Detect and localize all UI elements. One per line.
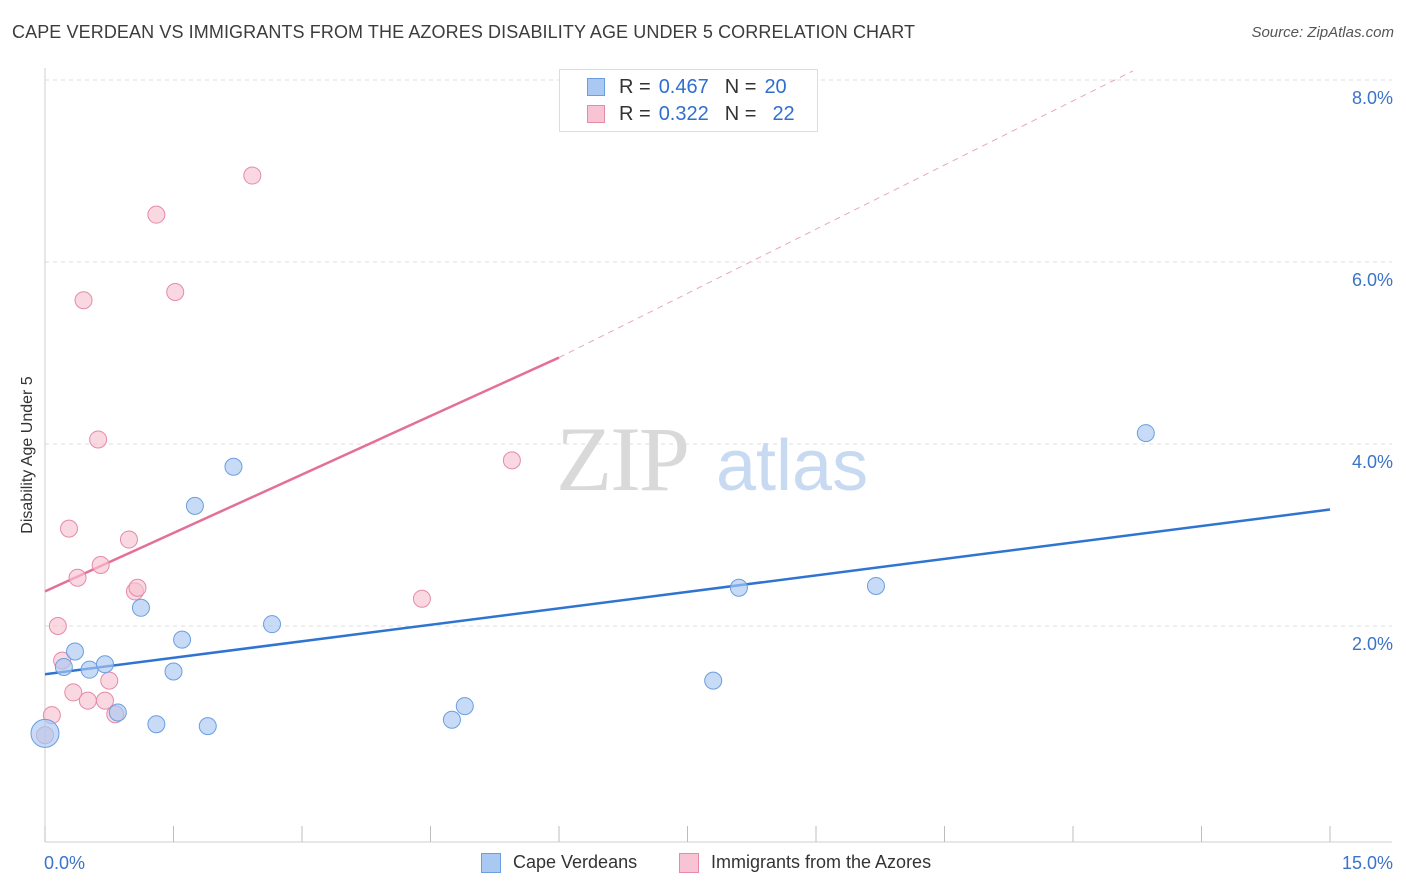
legend-r-value: 0.322: [658, 102, 709, 125]
point-cape-verdeans-0: [30, 718, 60, 748]
tick-labels: 2.0% 4.0% 6.0% 8.0% 0.0% 15.0%: [44, 88, 1393, 873]
trend-line-cape-verdeans: [44, 508, 1331, 676]
y-axis-label: Disability Age Under 5: [19, 376, 36, 534]
legend-n-label: N =: [724, 75, 757, 98]
y-tick-label: 6.0%: [1352, 270, 1393, 290]
legend-n-value: 22: [772, 102, 795, 125]
point-cape-verdeans-6: [131, 598, 150, 617]
legend-r-value: 0.467: [658, 75, 709, 98]
trend-line-azores: [44, 356, 560, 593]
point-azores-18: [166, 283, 185, 302]
point-cape-verdeans-1: [54, 657, 73, 676]
bottom-legend-label: Immigrants from the Azores: [711, 852, 932, 872]
watermark-atlas: atlas: [716, 426, 868, 506]
point-cape-verdeans-4: [95, 655, 114, 674]
point-azores-5: [64, 683, 83, 702]
point-cape-verdeans-3: [80, 660, 99, 679]
point-cape-verdeans-10: [185, 496, 204, 515]
point-cape-verdeans-17: [729, 578, 748, 597]
point-cape-verdeans-14: [442, 710, 461, 729]
correlation-legend: R = 0.467 N = 20 R = 0.322 N = 22: [559, 69, 818, 132]
legend-n-value: 20: [764, 75, 787, 98]
x-tick-label: 15.0%: [1342, 853, 1393, 873]
legend-swatch-blue: [587, 78, 605, 96]
trend-line-azores-extended: [558, 70, 1134, 358]
point-azores-10: [91, 556, 110, 575]
legend-n-label: N =: [724, 102, 757, 125]
x-tick-label: 0.0%: [44, 853, 85, 873]
point-azores-4: [59, 519, 78, 538]
point-azores-9: [89, 430, 108, 449]
source-label: Source: ZipAtlas.com: [1251, 24, 1394, 41]
point-azores-21: [502, 451, 521, 470]
point-azores-7: [74, 291, 93, 310]
point-azores-11: [95, 691, 114, 710]
y-tick-label: 8.0%: [1352, 88, 1393, 108]
y-tick-label: 2.0%: [1352, 634, 1393, 654]
point-cape-verdeans-9: [173, 630, 192, 649]
point-azores-14: [119, 530, 138, 549]
legend-r-label: R =: [619, 75, 651, 98]
point-azores-2: [48, 617, 67, 635]
legend-swatch-pink: [587, 105, 605, 123]
chart-title: CAPE VERDEAN VS IMMIGRANTS FROM THE AZOR…: [12, 22, 916, 42]
trend-lines: [44, 70, 1331, 676]
point-cape-verdeans-12: [224, 457, 243, 476]
data-points: [30, 166, 1155, 748]
y-tick-label: 4.0%: [1352, 452, 1393, 472]
point-azores-12: [100, 671, 119, 690]
bottom-legend-swatch-blue: [481, 852, 501, 873]
point-cape-verdeans-7: [147, 715, 166, 734]
point-cape-verdeans-13: [263, 615, 282, 634]
point-azores-16: [128, 578, 147, 597]
point-cape-verdeans-19: [1136, 424, 1155, 443]
point-cape-verdeans-2: [65, 642, 84, 661]
legend-row-azores: R = 0.322 N = 22: [587, 102, 795, 126]
bottom-legend-azores: Immigrants from the Azores: [679, 852, 931, 873]
watermark: ZIP atlas: [556, 408, 868, 510]
point-azores-19: [243, 166, 262, 185]
point-azores-8: [78, 691, 97, 710]
legend-r-label: R =: [619, 102, 651, 125]
point-azores-17: [147, 205, 166, 224]
point-cape-verdeans-11: [198, 717, 217, 736]
point-cape-verdeans-16: [704, 671, 723, 690]
watermark-zip: ZIP: [556, 408, 688, 510]
point-cape-verdeans-8: [164, 662, 183, 681]
point-cape-verdeans-18: [866, 576, 885, 595]
point-cape-verdeans-5: [108, 703, 127, 722]
point-azores-6: [68, 568, 87, 587]
legend-row-cape-verdeans: R = 0.467 N = 20: [587, 75, 787, 99]
point-cape-verdeans-15: [455, 697, 474, 716]
bottom-legend-label: Cape Verdeans: [513, 852, 638, 872]
bottom-legend-cape-verdeans: Cape Verdeans: [481, 852, 637, 873]
bottom-legend-swatch-pink: [679, 852, 699, 873]
grid-lines: [45, 79, 1392, 627]
point-azores-20: [412, 589, 431, 608]
